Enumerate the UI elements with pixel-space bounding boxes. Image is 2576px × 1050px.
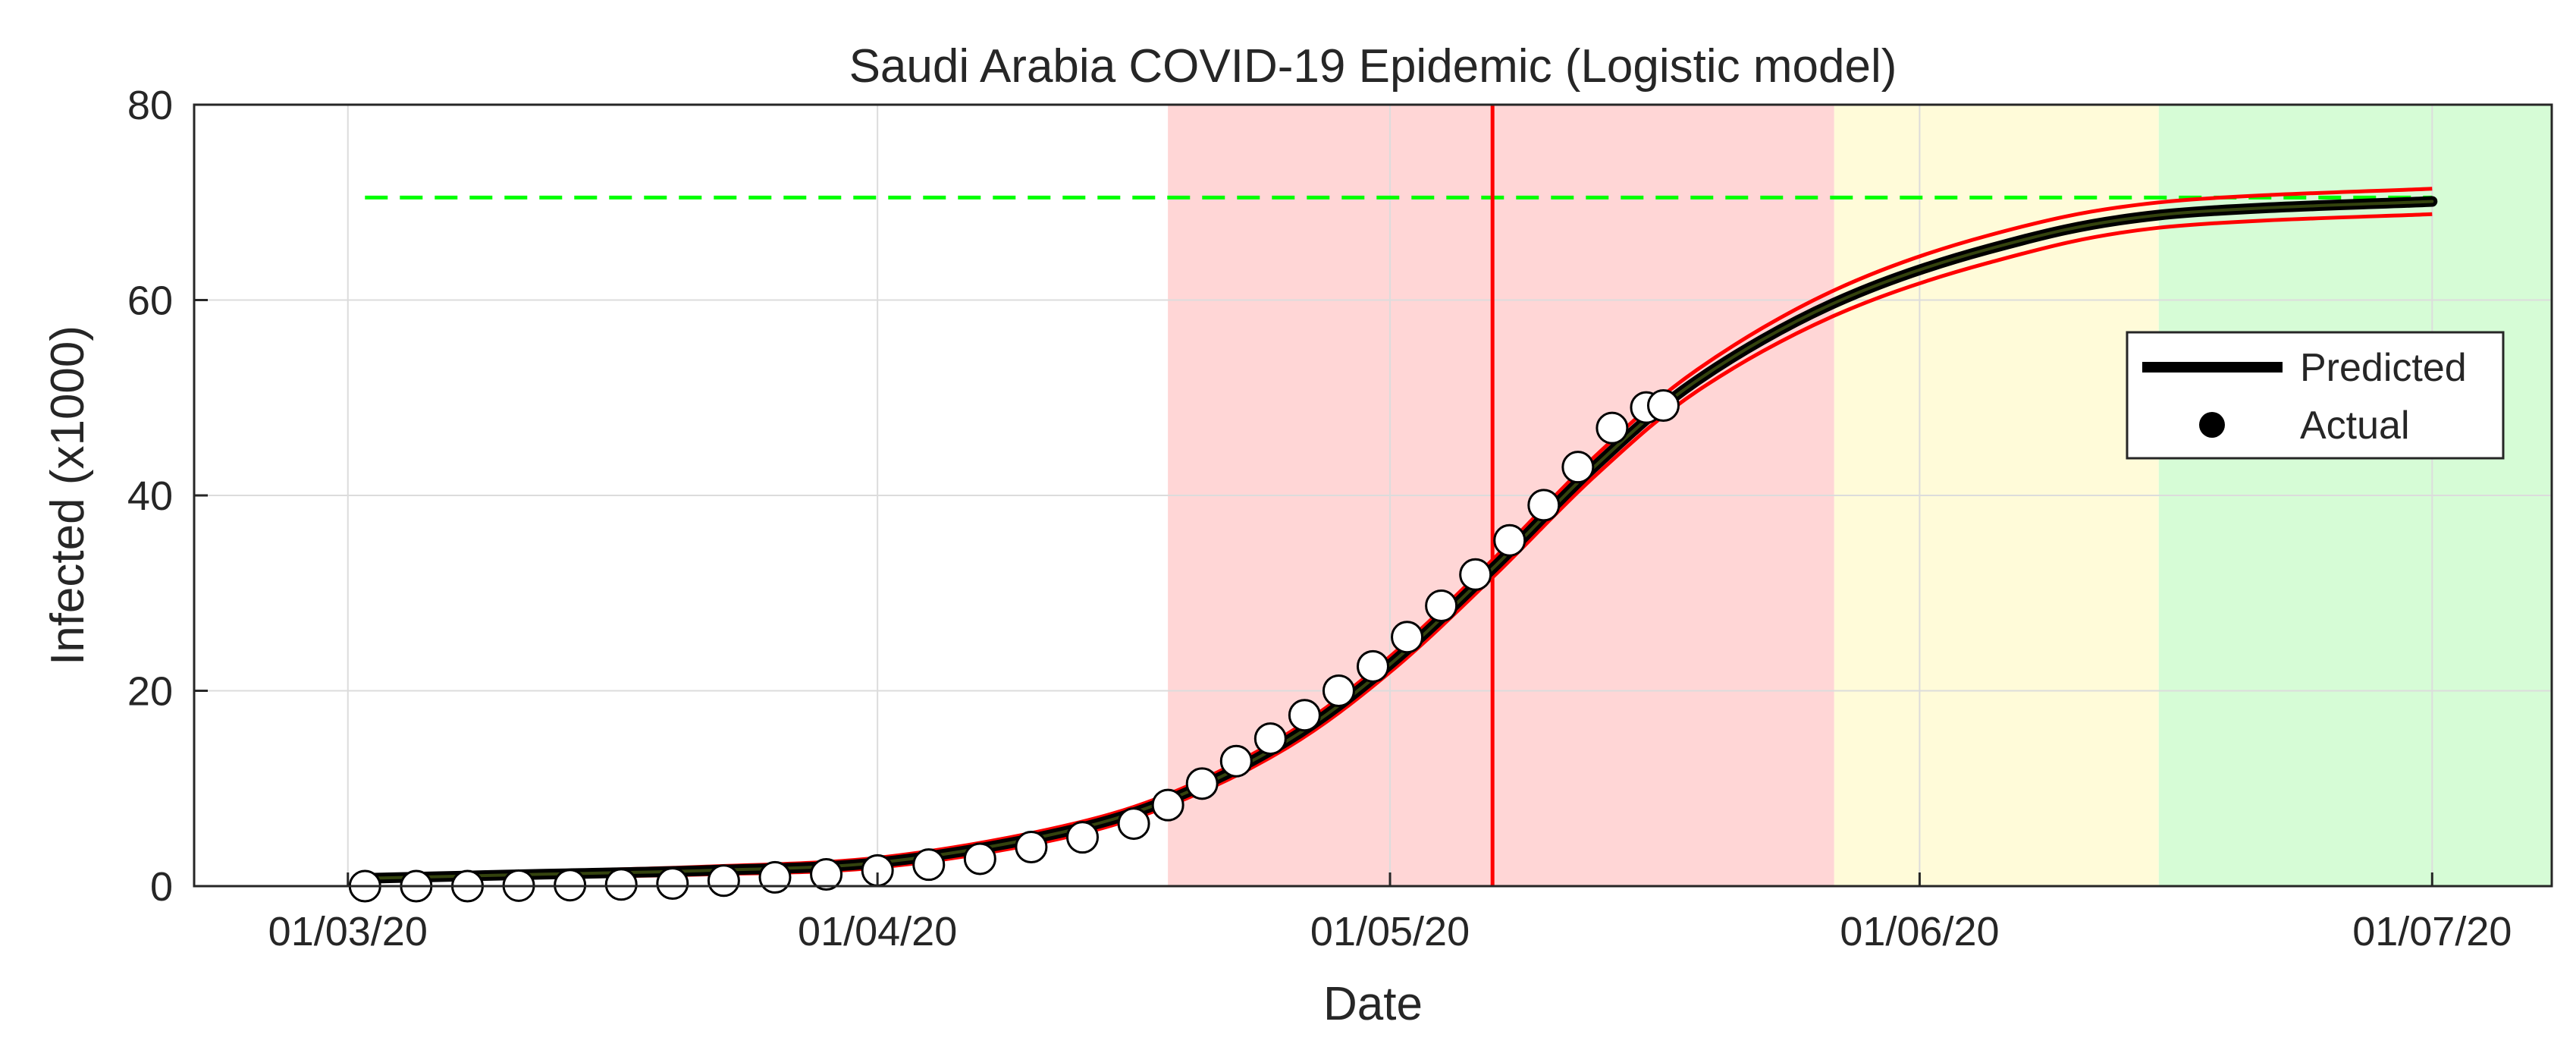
legend-box [2126,331,2505,460]
y-tick-label-4: 80 [127,83,173,128]
actual-point [1117,807,1150,841]
actual-point [1185,767,1219,800]
actual-point [1288,699,1321,732]
legend-predicted-label: Predicted [2300,346,2467,390]
actual-point [1151,788,1184,822]
actual-points [348,389,1680,903]
actual-point [810,858,843,891]
y-tick-label-3: 60 [127,278,173,324]
actual-point [1391,621,1424,654]
actual-point [656,867,689,901]
actual-point [1219,744,1253,778]
x-tick-label-2: 01/05/20 [1310,909,1470,954]
y-axis-label: Infected (x1000) [42,325,94,665]
actual-point [912,848,946,882]
actual-point [1357,649,1389,683]
actual-point [1527,489,1561,522]
actual-point [1015,831,1048,863]
legend: Predicted Actual [2126,331,2505,460]
y-tick-label-1: 20 [127,669,173,715]
actual-point [1493,523,1526,557]
actual-point [1595,411,1629,445]
x-tick-label-4: 01/07/20 [2352,909,2512,954]
legend-actual-swatch [2199,412,2225,438]
chart-title: Saudi Arabia COVID-19 Epidemic (Logistic… [849,40,1897,93]
actual-point [1322,674,1355,707]
y-tick-label-2: 40 [127,473,173,519]
actual-point [1459,558,1492,591]
actual-point [707,864,740,898]
x-axis-label: Date [1323,978,1423,1030]
x-tick-label-3: 01/06/20 [1840,909,1999,954]
actual-point [604,868,638,901]
predicted-line-core [363,200,2434,880]
actual-point [1253,722,1287,756]
actual-point [1425,589,1458,622]
x-tick-label-0: 01/03/20 [268,909,428,954]
x-tick-label-1: 01/04/20 [798,909,957,954]
actual-point [1646,389,1680,423]
y-tick-label-0: 0 [150,864,173,910]
series [359,187,2438,884]
legend-actual-label: Actual [2300,404,2410,448]
actual-point [1066,821,1100,854]
reference-lines [365,105,2433,886]
actual-point [758,860,792,894]
actual-point [1561,451,1595,484]
actual-point [963,842,996,876]
axis-ticks: 01/03/20 01/04/20 01/05/20 01/06/20 01/07/20… [127,83,2512,954]
